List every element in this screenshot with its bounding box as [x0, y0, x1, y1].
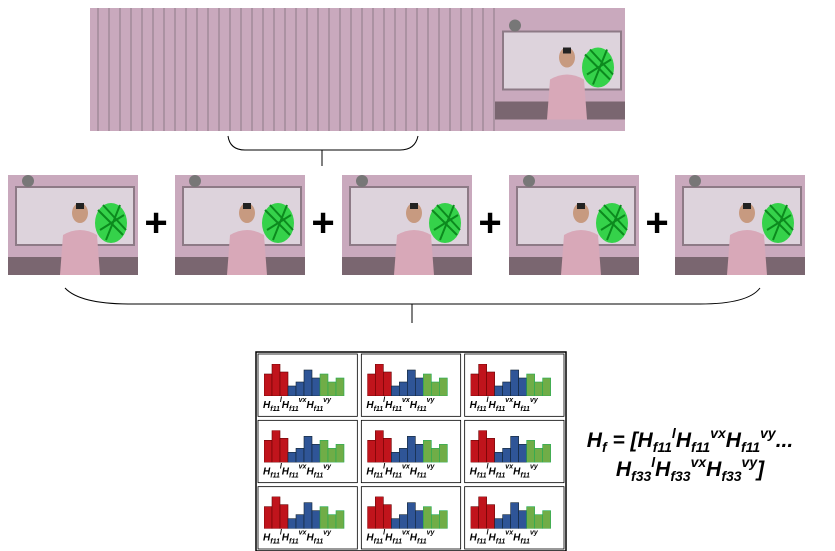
symbol: H [638, 429, 654, 452]
subscript: f11 [392, 406, 402, 413]
histogram [367, 430, 447, 462]
symbol: H [616, 458, 632, 481]
subscript: f11 [496, 406, 506, 413]
subscript: f33 [670, 468, 690, 484]
subscript: f11 [270, 406, 280, 413]
subscript: f11 [374, 539, 384, 546]
histogram [264, 364, 344, 396]
superscript: vx [710, 425, 727, 441]
bracket [65, 288, 760, 304]
superscript: vy [323, 530, 332, 537]
plus: + [478, 201, 501, 245]
cell-label: Hf11lHf11vxHf11vy [470, 530, 539, 546]
superscript: vy [323, 397, 332, 404]
subscript: f11 [392, 539, 402, 546]
histogram-grid: Hf11lHf11vxHf11vy Hf11lHf11vxHf11vy Hf11lH… [258, 354, 564, 549]
subscript: f11 [374, 472, 384, 479]
cell-label: Hf11lHf11vxHf11vy [263, 530, 332, 546]
histogram [367, 497, 447, 529]
subscript: f11 [417, 406, 427, 413]
subscript: f11 [691, 439, 710, 455]
subscript: f11 [392, 472, 402, 479]
superscript: vy [530, 530, 539, 537]
superscript: vy [530, 463, 539, 470]
formula-line: Hf = [Hf11lHf11vxHf11vy... [587, 425, 793, 455]
superscript: vy [323, 463, 332, 470]
superscript: vx [691, 454, 708, 470]
subscript: f11 [417, 472, 427, 479]
subscript: f11 [270, 539, 280, 546]
formula-line: Hf33lHf33vxHf33vy] [616, 454, 765, 484]
formula: Hf = [Hf11lHf11vxHf11vy...Hf33lHf33vxHf3… [587, 425, 793, 484]
superscript: vy [530, 397, 539, 404]
subscript: f11 [314, 406, 324, 413]
histogram [264, 497, 344, 529]
plus: + [645, 201, 668, 245]
cell-label: Hf11lHf11vxHf11vy [470, 463, 539, 479]
superscript: vy [427, 530, 436, 537]
frame-stack [90, 8, 625, 131]
histogram [471, 430, 551, 462]
cell-label: Hf11lHf11vxHf11vy [366, 530, 435, 546]
cell-label: Hf11lHf11vxHf11vy [366, 397, 435, 413]
cell-label: Hf11lHf11vxHf11vy [263, 463, 332, 479]
subscript: f11 [477, 539, 487, 546]
symbol: H [587, 429, 603, 452]
subscript: f11 [417, 539, 427, 546]
frames [8, 175, 805, 275]
subscript: f11 [477, 472, 487, 479]
bracket [228, 136, 418, 150]
subscript: f11 [289, 472, 299, 479]
cell-label: Hf11lHf11vxHf11vy [366, 463, 435, 479]
symbol: H [676, 429, 692, 452]
plus: + [144, 201, 167, 245]
histogram [367, 364, 447, 396]
subscript: f11 [289, 406, 299, 413]
symbol: H [706, 458, 722, 481]
subscript: f11 [520, 539, 530, 546]
cell-label: Hf11lHf11vxHf11vy [263, 397, 332, 413]
subscript: f11 [374, 406, 384, 413]
subscript: f11 [741, 439, 760, 455]
diagram: + + + + Hf11lHf11vxHf11vyHf11lHf11vxHf11… [0, 0, 835, 551]
superscript: vy [427, 397, 436, 404]
subscript: f11 [314, 472, 324, 479]
subscript: f11 [520, 406, 530, 413]
histogram [471, 497, 551, 529]
subscript: f11 [653, 439, 672, 455]
plus: + [311, 201, 334, 245]
cell-label: Hf11lHf11vxHf11vy [470, 397, 539, 413]
superscript: vy [427, 463, 436, 470]
symbol: H [655, 458, 671, 481]
symbol: H [726, 429, 742, 452]
subscript: f11 [289, 539, 299, 546]
subscript: f11 [496, 539, 506, 546]
histogram [471, 364, 551, 396]
subscript: f33 [631, 468, 651, 484]
superscript: vy [742, 454, 759, 470]
superscript: vy [760, 425, 777, 441]
subscript: f11 [477, 406, 487, 413]
symbol: ... [776, 429, 794, 452]
subscript: f33 [721, 468, 741, 484]
subscript: f11 [496, 472, 506, 479]
symbol: = [ [607, 429, 640, 452]
subscript: f11 [314, 539, 324, 546]
histogram [264, 430, 344, 462]
symbol: ] [755, 458, 765, 481]
subscript: f11 [520, 472, 530, 479]
subscript: f11 [270, 472, 280, 479]
